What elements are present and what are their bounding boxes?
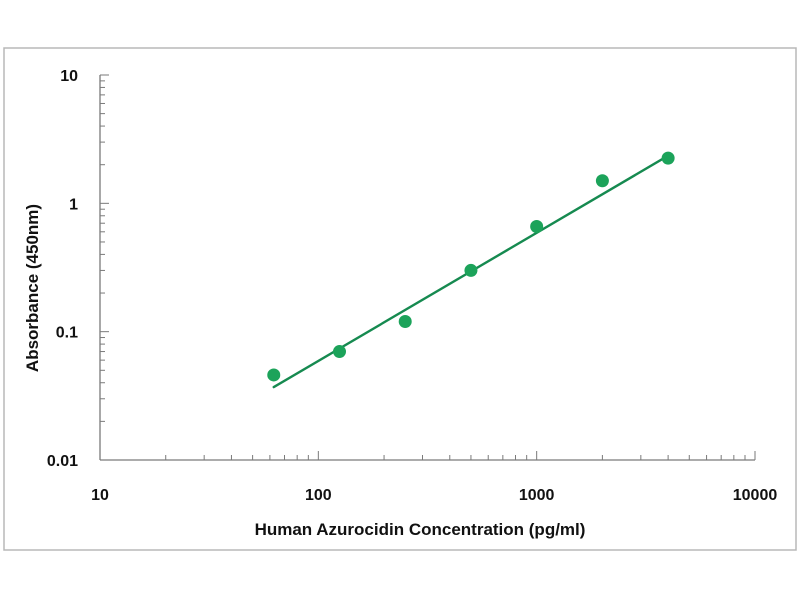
chart-border <box>3 47 797 551</box>
data-point <box>530 219 544 233</box>
y-tick-label: 10 <box>60 68 78 85</box>
data-point <box>267 368 281 382</box>
data-point <box>398 315 412 329</box>
y-axis-label: Absorbance (450nm) <box>23 204 42 372</box>
axes <box>99 75 755 461</box>
x-axis-label: Human Azurocidin Concentration (pg/ml) <box>255 520 586 539</box>
y-tick-label: 0.1 <box>56 325 78 342</box>
data-point <box>464 263 478 277</box>
x-tick-label: 10 <box>91 487 109 504</box>
x-tick-label: 100 <box>305 487 332 504</box>
y-tick-label: 0.01 <box>47 453 78 470</box>
data-point <box>661 151 675 165</box>
data-points <box>267 151 675 382</box>
x-tick-labels: 10 100 1000 10000 <box>91 487 777 504</box>
data-point <box>595 174 609 188</box>
tick-marks <box>99 74 756 461</box>
y-tick-labels: 10 1 0.1 0.01 <box>47 68 78 470</box>
y-tick-label: 1 <box>69 196 78 213</box>
x-tick-label: 10000 <box>733 487 778 504</box>
data-point <box>332 345 346 359</box>
x-tick-label: 1000 <box>519 487 555 504</box>
